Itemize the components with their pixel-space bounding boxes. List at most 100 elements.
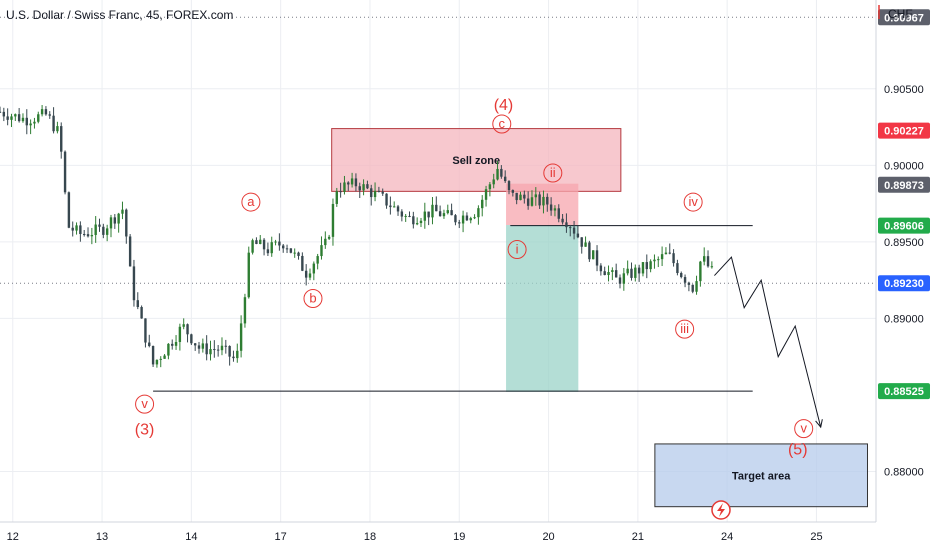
price-axis[interactable]: 0.90500 0.90000 0.89500 0.89000 0.88000 <box>884 84 924 479</box>
candle-body <box>576 233 580 238</box>
x-tick-label: 12 <box>7 531 19 543</box>
candle-body <box>236 350 239 359</box>
sell-zone-label: Sell zone <box>452 155 500 167</box>
price-badge-label: 0.89873 <box>884 180 924 192</box>
candle-body <box>660 254 664 260</box>
wave-label-circle <box>507 240 527 260</box>
candle-body <box>680 273 683 278</box>
price-badge-label: 0.88525 <box>884 386 924 398</box>
candle-body <box>220 345 224 351</box>
zones-layer: Sell zone Target area <box>331 128 868 508</box>
wave-label-text: (4) <box>494 97 514 114</box>
candle-body <box>140 307 143 319</box>
candle-body <box>144 318 147 343</box>
candle-body <box>151 345 155 365</box>
lightning-icon[interactable] <box>711 500 731 520</box>
candle-body <box>117 213 120 224</box>
candle-body <box>695 281 698 292</box>
candle-body <box>473 217 476 219</box>
wave-label-text: i <box>516 242 519 257</box>
candle-body <box>335 191 338 204</box>
wave-label-text: (3) <box>135 422 155 439</box>
candle-body <box>278 241 281 246</box>
candle-body <box>385 193 388 206</box>
price-badge-label: 0.89606 <box>884 221 924 233</box>
candle-body <box>324 238 327 246</box>
candle-body <box>21 117 25 122</box>
candle-body <box>492 179 495 185</box>
candle-body <box>331 203 335 237</box>
candle-body <box>266 249 270 254</box>
candle-body <box>569 227 572 229</box>
candle-body <box>347 182 350 185</box>
price-badge-dark: 0.90967 <box>878 9 930 26</box>
candle-body <box>205 343 208 355</box>
candle-body <box>44 109 48 115</box>
candle-body <box>672 253 675 264</box>
candle-body <box>60 126 63 152</box>
candle-body <box>159 358 162 360</box>
candle-body <box>611 270 614 272</box>
candle-body <box>0 111 2 113</box>
candle-body <box>216 349 220 351</box>
candle-body <box>370 188 373 198</box>
candle-body <box>102 226 105 235</box>
candle-body <box>446 210 449 214</box>
candle-body <box>496 168 499 180</box>
short-risk-zone <box>506 183 579 226</box>
candle-body <box>588 242 591 260</box>
wave-label-text: c <box>499 116 506 131</box>
candle-body <box>538 194 541 206</box>
target-area-box <box>654 443 868 508</box>
price-badge-green: 0.88525 <box>878 383 930 400</box>
candle-body <box>530 197 534 206</box>
candle-body <box>653 259 656 262</box>
time-axis[interactable]: 12 13 14 17 18 19 20 21 24 25 <box>7 531 823 543</box>
candle-body <box>389 205 392 208</box>
short-risk-zone-box <box>506 183 579 226</box>
candle-body <box>622 273 626 284</box>
candle-body <box>243 297 247 324</box>
candle-body <box>17 114 21 122</box>
candle-body <box>362 184 365 191</box>
candle-body <box>37 114 40 122</box>
candle-body <box>297 252 300 256</box>
candle-body <box>687 282 691 285</box>
candle-body <box>125 209 128 237</box>
candle-body <box>339 191 342 193</box>
candle-body <box>25 117 28 126</box>
candle-body <box>419 220 423 224</box>
candle-body <box>450 210 453 216</box>
candle-body <box>515 192 518 201</box>
candle-body <box>549 204 553 211</box>
wave-label-a: a <box>241 192 261 212</box>
price-badges-layer: 0.90967 0.90227 0.89873 0.89606 0.89230 0.885… <box>878 9 930 400</box>
sell-zone-box <box>331 128 622 192</box>
candle-body <box>488 184 492 190</box>
candle-body <box>703 256 706 262</box>
candle-body <box>377 190 381 192</box>
candle-body <box>232 356 235 359</box>
candle-body <box>584 242 587 247</box>
candle-body <box>431 204 434 218</box>
candle-body <box>289 248 293 253</box>
candle-body <box>481 199 484 209</box>
candle-body <box>316 256 319 264</box>
candle-body <box>557 208 560 219</box>
x-tick-label: 18 <box>364 531 376 543</box>
candle-body <box>148 342 151 346</box>
x-tick-label: 21 <box>632 531 644 543</box>
candle-body <box>484 189 488 200</box>
candle-body <box>607 271 610 276</box>
candle-body <box>56 126 59 132</box>
candle-body <box>182 324 185 327</box>
price-badge-bg <box>878 9 930 26</box>
wave-label-circle <box>794 419 814 439</box>
candle-body <box>136 300 139 308</box>
candle-body <box>285 248 289 250</box>
candle-body <box>710 266 714 268</box>
wave-label-circle <box>675 319 695 339</box>
wave-label-3: (3) <box>135 422 155 439</box>
